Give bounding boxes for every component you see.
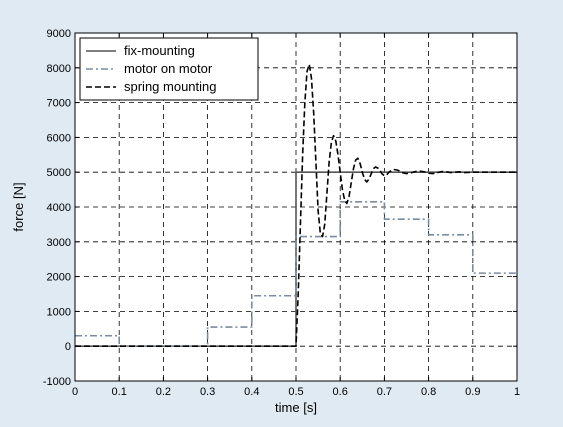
x-tick-label: 1 [514, 386, 520, 398]
y-tick-label: 1000 [47, 306, 71, 318]
y-tick-label: 9000 [47, 28, 71, 40]
series-layer [75, 63, 517, 348]
legend-box [79, 37, 259, 101]
x-tick-label: 0.3 [200, 386, 215, 398]
legend: fix-mounting motor on motor spring mountin… [79, 37, 259, 101]
y-tick-label: 3000 [47, 237, 71, 249]
y-tick-label: 2000 [47, 272, 71, 284]
y-tick-label: 5000 [47, 167, 71, 179]
x-tick-label: 0.5 [288, 386, 303, 398]
y-axis-label: force [N] [11, 182, 26, 231]
legend-entry: motor on motor [124, 61, 213, 76]
x-tick-label: 0.8 [421, 386, 436, 398]
y-tick-label: -1000 [43, 376, 71, 388]
x-tick-label: 0.6 [333, 386, 348, 398]
x-axis-label: time [s] [275, 400, 317, 415]
x-tick-label: 0.4 [244, 386, 259, 398]
x-tick-label: 0.2 [156, 386, 171, 398]
x-tick-label: 0.1 [112, 386, 127, 398]
x-tick-label: 0 [72, 386, 78, 398]
y-tick-label: 7000 [47, 98, 71, 110]
y-tick-label: 6000 [47, 132, 71, 144]
legend-entry: fix-mounting [124, 43, 195, 58]
series-line-motor-on-motor [75, 200, 517, 348]
x-tick-label: 0.9 [465, 386, 480, 398]
y-tick-label: 0 [65, 341, 71, 353]
series-line-spring-mounting [75, 63, 517, 348]
y-tick-label: 4000 [47, 202, 71, 214]
ticks: 0 0.1 0.2 0.3 0.4 0.5 0.6 0.7 0.8 0.9 1-1000010002… [43, 28, 520, 398]
x-tick-label: 0.7 [377, 386, 392, 398]
y-tick-label: 8000 [47, 63, 71, 75]
legend-entry: spring mounting [124, 79, 217, 94]
